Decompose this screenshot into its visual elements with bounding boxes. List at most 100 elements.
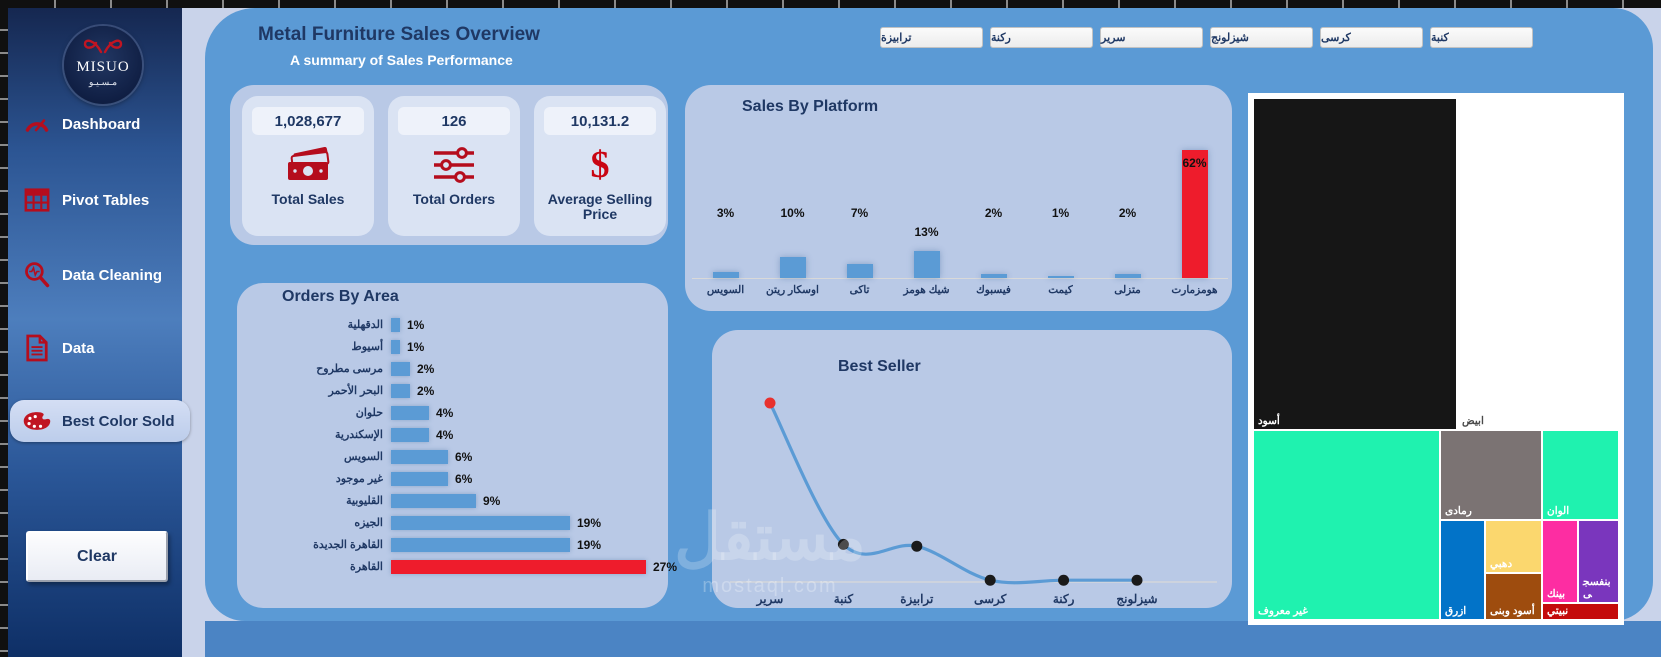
treemap-cell: غير معروف: [1254, 431, 1439, 619]
platform-category-label: متزلى: [1114, 284, 1141, 296]
area-category-label: الإسكندرية: [335, 429, 383, 441]
sidebar-item-data[interactable]: Data: [22, 331, 182, 365]
sidebar-item-dashboard[interactable]: Dashboard: [22, 107, 182, 141]
kpi-card-total-orders: 126 Total Orders: [388, 96, 520, 236]
area-bar-value: 2%: [417, 384, 435, 398]
treemap-cell: نبيتي: [1543, 604, 1618, 619]
area-bar-value: 19%: [577, 516, 602, 530]
seller-point: [911, 540, 923, 552]
treemap-cell-label: نبيتي: [1547, 604, 1569, 617]
treemap-cell: ابيض: [1458, 99, 1618, 429]
area-bar-value: 4%: [436, 406, 454, 420]
area-category-label: الجيزه: [354, 517, 383, 529]
sidebar-item-label: Best Color Sold: [62, 412, 175, 430]
treemap-cell-label: ازرق: [1445, 604, 1467, 617]
platform-bar: [779, 257, 806, 278]
area-bar-value: 19%: [577, 538, 602, 552]
platform-category-label: اوسكار ريتن: [766, 284, 819, 296]
sidebar: MISUO مـسـيـو Dashboard: [8, 8, 190, 657]
area-bar: [391, 560, 646, 574]
page-title: Metal Furniture Sales Overview: [258, 24, 540, 45]
slicer-button[interactable]: ترابيزة: [880, 27, 983, 48]
slicer-button[interactable]: ركنة: [990, 27, 1093, 48]
area-bar: [391, 318, 400, 332]
treemap-cell-label: غير معروف: [1258, 604, 1308, 617]
slicer-button[interactable]: كنبة: [1430, 27, 1533, 48]
sliders-icon: [388, 142, 520, 188]
slicer-button[interactable]: سرير: [1100, 27, 1203, 48]
kpi-value: 126: [398, 107, 510, 135]
treemap-cell: بنفسجى: [1579, 521, 1618, 602]
seller-point: [1131, 574, 1143, 586]
seller-category-label: كرسى: [973, 592, 1007, 606]
treemap-cell-label: رمادى: [1445, 504, 1472, 517]
slicer-button[interactable]: كرسى: [1320, 27, 1423, 48]
platform-bar: [913, 251, 940, 278]
treemap-cell: أسود وبنى: [1486, 574, 1541, 619]
seller-category-label: كنبة: [833, 592, 854, 606]
document-icon: [22, 333, 52, 363]
sales-by-platform-panel: Sales By Platform: [685, 85, 1232, 311]
area-category-label: القاهرة الجديدة: [313, 539, 383, 551]
area-category-label: السويس: [344, 451, 383, 463]
area-category-label: غير موجود: [335, 473, 383, 485]
area-bar-value: 2%: [417, 362, 435, 376]
slicer-button[interactable]: شيزلونج: [1210, 27, 1313, 48]
area-bar: [391, 450, 448, 464]
platform-bar-value: 62%: [1182, 156, 1207, 170]
area-category-label: أسيوط: [351, 341, 383, 353]
area-bar-value: 1%: [407, 340, 425, 354]
treemap-cell-label: الوان: [1547, 504, 1570, 517]
platform-category-label: شيك هومز: [903, 284, 950, 296]
area-category-label: القليوبية: [346, 495, 383, 507]
kpi-card-total-sales: 1,028,677 Total Sales: [242, 96, 374, 236]
area-bar: [391, 472, 448, 486]
sidebar-item-pivot-tables[interactable]: Pivot Tables: [22, 183, 182, 217]
kpi-label: Total Sales: [271, 191, 345, 207]
area-category-label: البحر الأحمر: [328, 385, 383, 397]
treemap-cell-label: أسود: [1258, 414, 1280, 427]
area-bar-value: 4%: [436, 428, 454, 442]
kpi-label: Average Selling Price: [547, 191, 653, 223]
area-category-label: حلوان: [355, 407, 383, 419]
palette-icon: [22, 406, 52, 436]
sheet-bottom-band: [205, 621, 1661, 657]
treemap-cell-label: ابيض: [1462, 414, 1484, 427]
excel-row-ruler: [0, 8, 8, 657]
platform-category-label: تاكى: [849, 284, 870, 296]
chart-title: Orders By Area: [282, 288, 399, 305]
area-bar: [391, 362, 410, 376]
platform-bar: [1047, 276, 1074, 278]
x-axis-line: [692, 278, 1228, 279]
treemap-cell-label: دهبي: [1490, 557, 1513, 570]
area-bar-value: 1%: [407, 318, 425, 332]
seller-point: [837, 538, 849, 550]
platform-bar-value: 7%: [850, 206, 869, 220]
seller-point: [984, 574, 996, 586]
area-bar: [391, 538, 570, 552]
area-category-label: مرسى مطروح: [316, 363, 383, 375]
platform-bar-value: 3%: [716, 206, 735, 220]
logo-ornament-icon: [83, 39, 123, 54]
treemap-cell: أسود: [1254, 99, 1456, 429]
orders-by-area-panel: Orders By Area: [237, 283, 668, 608]
area-category-label: الدقهلية: [347, 319, 383, 331]
platform-bar-value: 10%: [780, 206, 805, 220]
sidebar-item-best-color-sold[interactable]: Best Color Sold: [10, 400, 190, 442]
platform-bar-value: 13%: [914, 225, 939, 239]
platform-bar: [712, 272, 739, 278]
seller-category-label: ترابيزة: [900, 592, 934, 606]
logo-text: MISUO: [76, 59, 130, 75]
area-bar-value: 6%: [455, 450, 473, 464]
platform-bar-value: 1%: [1051, 206, 1070, 220]
logo-subtext: مـسـيـو: [88, 77, 118, 87]
gauge-icon: [22, 109, 52, 139]
platform-bar: [846, 264, 873, 278]
clear-button[interactable]: Clear: [26, 531, 168, 582]
sidebar-item-data-cleaning[interactable]: Data Cleaning: [22, 258, 182, 292]
treemap-cell-label: بينك: [1547, 587, 1566, 600]
best-color-treemap: أسود ابيض غير معروف رمادى الوان ازرق دهبي أسود …: [1248, 93, 1624, 625]
platform-category-label: كيمت: [1048, 284, 1073, 296]
sidebar-item-label: Data Cleaning: [62, 266, 163, 284]
